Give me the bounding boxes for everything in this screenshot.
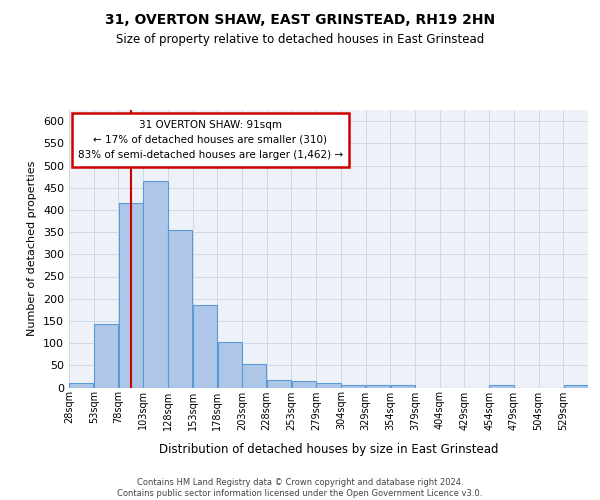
Text: Contains HM Land Registry data © Crown copyright and database right 2024.
Contai: Contains HM Land Registry data © Crown c…: [118, 478, 482, 498]
Bar: [168, 230, 193, 388]
Bar: [119, 203, 143, 388]
Bar: [193, 306, 217, 388]
Text: Distribution of detached houses by size in East Grinstead: Distribution of detached houses by size …: [159, 442, 499, 456]
Text: 31, OVERTON SHAW, EAST GRINSTEAD, RH19 2HN: 31, OVERTON SHAW, EAST GRINSTEAD, RH19 2…: [105, 12, 495, 26]
Bar: [341, 385, 365, 388]
Y-axis label: Number of detached properties: Number of detached properties: [28, 161, 37, 336]
FancyBboxPatch shape: [71, 113, 349, 167]
Bar: [490, 386, 514, 388]
Bar: [69, 383, 94, 388]
Bar: [391, 386, 415, 388]
Bar: [563, 386, 588, 388]
Bar: [94, 324, 118, 388]
Bar: [292, 382, 316, 388]
Bar: [143, 180, 167, 388]
Bar: [242, 364, 266, 388]
Bar: [267, 380, 291, 388]
Bar: [316, 382, 341, 388]
Text: Size of property relative to detached houses in East Grinstead: Size of property relative to detached ho…: [116, 32, 484, 46]
Bar: [218, 342, 242, 388]
Text: 31 OVERTON SHAW: 91sqm
← 17% of detached houses are smaller (310)
83% of semi-de: 31 OVERTON SHAW: 91sqm ← 17% of detached…: [78, 120, 343, 160]
Bar: [366, 386, 390, 388]
